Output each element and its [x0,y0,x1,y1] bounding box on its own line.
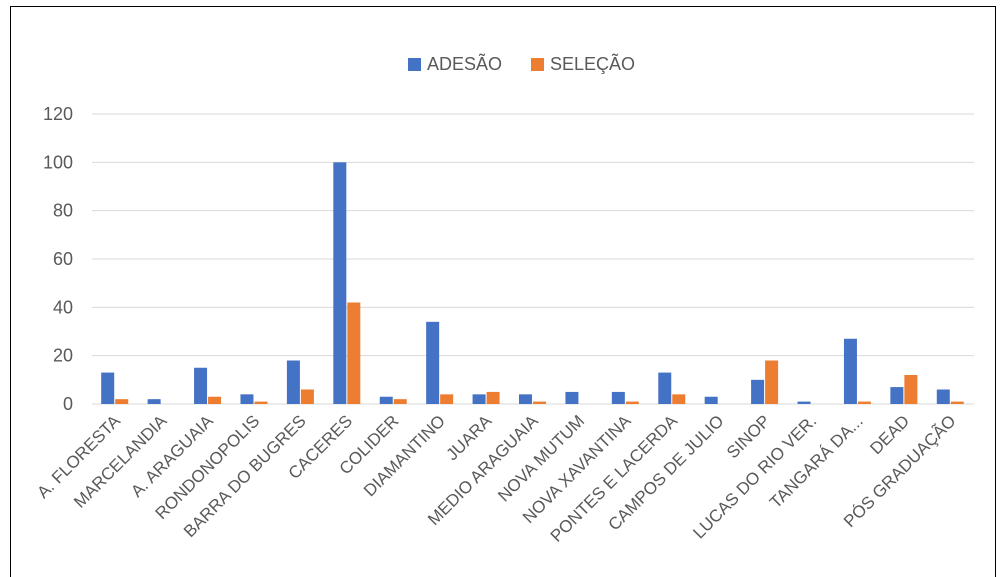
bar-adesao [611,391,625,404]
bar-adesao [472,394,486,404]
x-tick-label: DIAMANTINO [360,411,449,500]
y-tick-label: 40 [53,297,73,317]
bar-selecao [115,399,129,404]
y-tick-label: 100 [43,152,73,172]
y-tick-label: 0 [63,394,73,414]
bar-adesao [936,389,950,404]
legend-swatch [531,58,544,71]
bar-selecao [672,394,686,404]
y-tick-label: 20 [53,346,73,366]
bar-adesao [565,391,579,404]
bar-selecao [950,401,964,404]
bar-adesao [147,399,161,404]
bar-adesao [843,338,857,404]
legend-label: SELEÇÃO [550,53,635,74]
bar-adesao [194,367,208,404]
bar-selecao [486,391,500,404]
bar-selecao [254,401,268,404]
bar-adesao [890,387,904,404]
bar-adesao [426,321,440,404]
bar-selecao [208,396,222,404]
bar-adesao [751,379,765,404]
bar-selecao [300,389,314,404]
bar-selecao [765,360,779,404]
bar-selecao [857,401,871,404]
bar-selecao [904,375,918,404]
y-tick-label: 60 [53,249,73,269]
bar-adesao [797,401,811,404]
bar-adesao [101,372,115,404]
bar-adesao [519,394,532,404]
bar-adesao [704,396,718,404]
bar-adesao [240,394,254,404]
bar-adesao [379,396,393,404]
bar-adesao [333,162,347,404]
bar-selecao [393,399,407,404]
legend-swatch [408,58,421,71]
bar-selecao [347,302,361,404]
legend-label: ADESÃO [427,53,502,74]
y-tick-label: 120 [43,104,73,124]
chart-frame [10,6,996,577]
x-tick-label: A. ARAGUAIA [127,411,217,501]
y-tick-label: 80 [53,201,73,221]
bar-selecao [625,401,639,404]
bar-adesao [658,372,672,404]
bar-selecao [440,394,454,404]
bar-adesao [286,360,300,404]
bar-selecao [533,401,546,404]
